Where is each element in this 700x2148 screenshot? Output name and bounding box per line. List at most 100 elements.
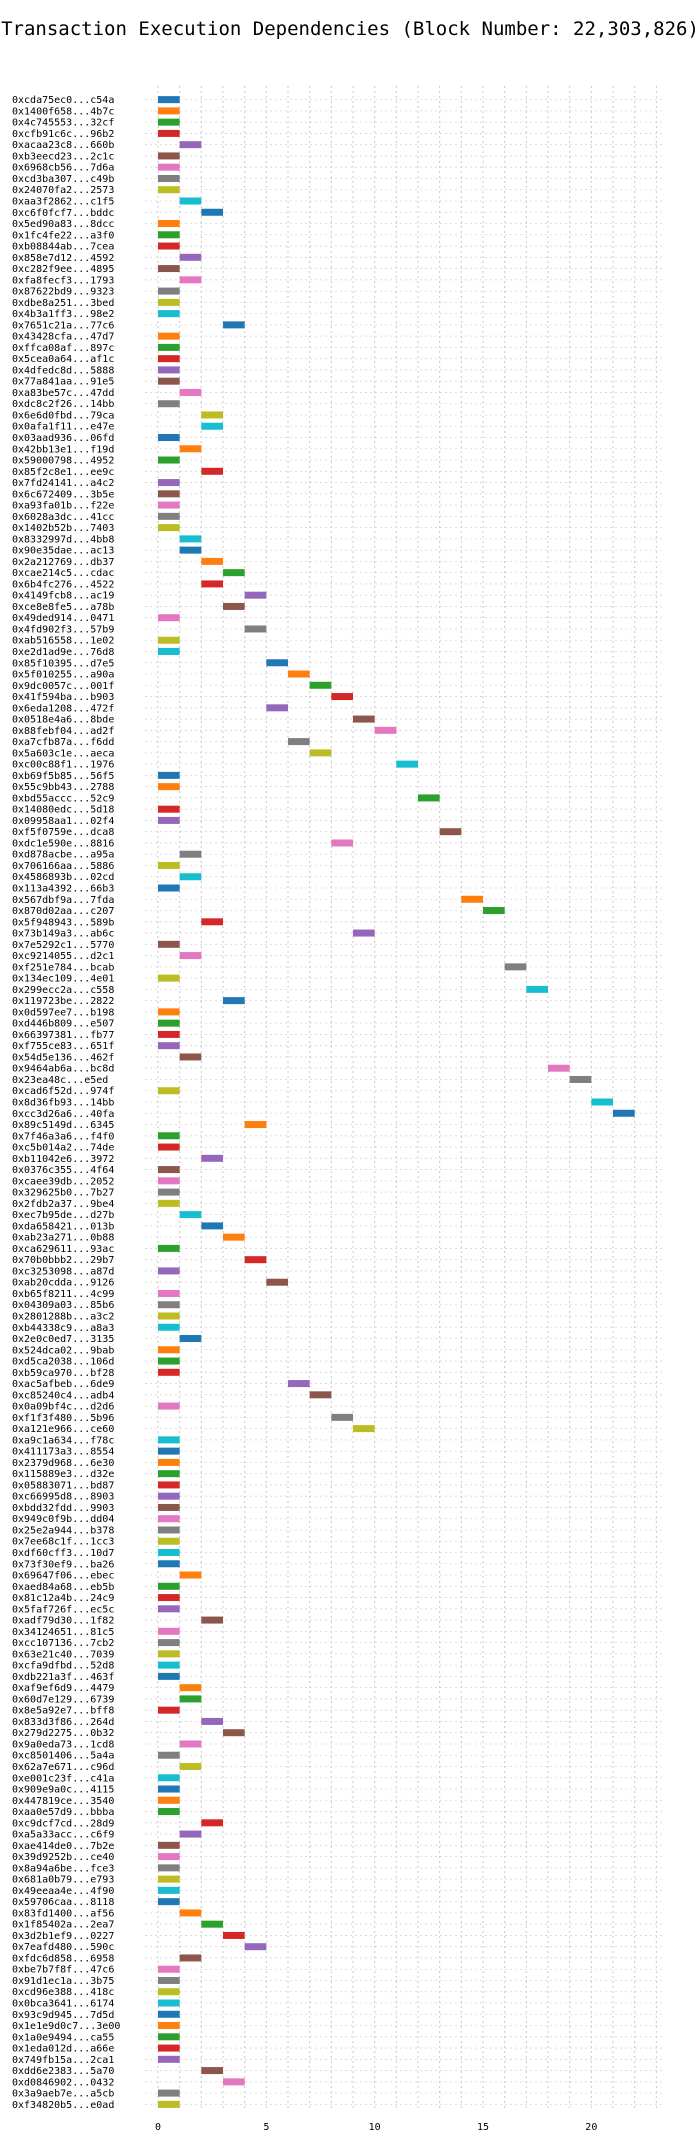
row-label: 0xcc107136...7cb2	[12, 1638, 114, 1649]
row-label: 0xb59ca970...bf28	[12, 1368, 114, 1379]
transaction-bar	[309, 681, 332, 689]
transaction-bar	[158, 1143, 180, 1151]
row-label: 0x9dc0057c...001f	[12, 681, 114, 692]
x-tick-label: 5	[263, 2122, 269, 2133]
row-label: 0xc8501406...5a4a	[12, 1751, 114, 1762]
row-label: 0x8a94a6be...fce3	[12, 1863, 114, 1874]
row-label: 0x2379d968...6e30	[12, 1458, 114, 1469]
transaction-bar	[158, 2022, 180, 2030]
transaction-bar	[179, 1740, 202, 1748]
transaction-bar	[158, 163, 180, 171]
row-label: 0xdf60cff3...10d7	[12, 1548, 114, 1559]
transaction-bar	[158, 310, 180, 318]
transaction-bar	[201, 580, 223, 588]
transaction-bar	[288, 1380, 310, 1388]
transaction-bar	[613, 1109, 635, 1117]
row-label: 0xab23a271...0b88	[12, 1233, 114, 1244]
transaction-bar	[158, 974, 180, 982]
transaction-bar	[158, 400, 180, 408]
transaction-bar	[201, 208, 223, 216]
row-label: 0xadf79d30...1f82	[12, 1616, 114, 1627]
transaction-bar	[223, 1233, 245, 1241]
transaction-bar	[158, 1492, 180, 1500]
row-label: 0xfdc6d858...6958	[12, 1953, 114, 1964]
row-label: 0x85f10395...d7e5	[12, 658, 114, 669]
row-label: 0x39d9252b...ce40	[12, 1852, 114, 1863]
row-label: 0x5f010255...a90a	[12, 670, 114, 681]
transaction-bar	[179, 276, 202, 284]
row-label: 0xaed84a68...eb5b	[12, 1582, 114, 1593]
row-label: 0xb3eecd23...2c1c	[12, 151, 114, 162]
row-label: 0x7ee68c1f...1cc3	[12, 1537, 114, 1548]
transaction-bar	[201, 411, 223, 419]
row-label: 0xcae214c5...cdac	[12, 568, 114, 579]
row-label: 0xc9dcf7cd...28d9	[12, 1818, 114, 1829]
row-label: 0xd0846902...0432	[12, 2077, 114, 2088]
row-label: 0xc6f0fcf7...bddc	[12, 208, 114, 219]
transaction-bar	[201, 1717, 223, 1725]
transaction-bar	[223, 569, 245, 577]
row-label: 0x279d2275...0b32	[12, 1728, 114, 1739]
row-label: 0x0afa1f11...e47e	[12, 422, 114, 433]
transaction-bar	[158, 1346, 180, 1354]
transaction-bar	[158, 1323, 180, 1331]
transaction-bar	[158, 1976, 180, 1984]
transaction-bar	[331, 693, 353, 701]
row-label: 0x5a603c1e...aeca	[12, 748, 114, 759]
row-label: 0x7f46a3a6...f4f0	[12, 1131, 114, 1142]
row-label: 0x3d2b1ef9...0227	[12, 1931, 114, 1942]
transaction-bar	[158, 805, 180, 813]
row-label: 0x3a9aeb7e...a5cb	[12, 2089, 114, 2100]
transaction-bar	[158, 614, 180, 622]
transaction-bar	[158, 1808, 180, 1816]
transaction-bar	[158, 1199, 180, 1207]
row-label: 0xd446b809...e507	[12, 1019, 114, 1030]
transaction-bar	[158, 1875, 180, 1883]
row-label: 0x299ecc2a...c558	[12, 985, 114, 996]
transaction-bar	[158, 1436, 180, 1444]
row-label: 0x34124651...81c5	[12, 1627, 114, 1638]
transaction-bar	[179, 1335, 202, 1343]
row-label: 0x8332997d...4bb8	[12, 534, 114, 545]
transaction-bar	[179, 1571, 202, 1579]
transaction-bar	[158, 366, 180, 374]
transaction-bar	[158, 1661, 180, 1669]
row-label: 0xda658421...013b	[12, 1221, 114, 1232]
row-label: 0xab20cdda...9126	[12, 1278, 114, 1289]
row-label: 0x1402b52b...7403	[12, 523, 114, 534]
transaction-bar	[158, 1503, 180, 1511]
transaction-bar	[158, 1087, 180, 1095]
transaction-bar	[158, 1605, 180, 1613]
transaction-bar	[158, 220, 180, 228]
transaction-bar	[179, 1695, 202, 1703]
transaction-bar	[591, 1098, 613, 1106]
transaction-bar	[158, 2055, 180, 2063]
row-label: 0xcda75ec0...c54a	[12, 95, 114, 106]
row-label: 0x119723be...2822	[12, 996, 114, 1007]
row-label: 0x93c9d945...7d5d	[12, 2010, 114, 2021]
row-label: 0xca629611...93ac	[12, 1244, 114, 1255]
row-label: 0x81c12a4b...24c9	[12, 1593, 114, 1604]
row-label: 0x87622bd9...9323	[12, 287, 114, 298]
transaction-bar	[548, 1064, 570, 1072]
transaction-bar	[158, 2044, 180, 2052]
x-tick-label: 20	[585, 2122, 597, 2133]
row-label: 0x6968cb56...7d6a	[12, 163, 114, 174]
transaction-bar	[158, 1706, 180, 1714]
row-label: 0xd5ca2038...106d	[12, 1357, 114, 1368]
row-label: 0x2a212769...db37	[12, 557, 114, 568]
row-label: 0xf755ce83...651f	[12, 1041, 114, 1052]
row-label: 0xc66995d8...8903	[12, 1492, 114, 1503]
row-label: 0x70b0bbb2...29b7	[12, 1255, 114, 1266]
row-label: 0x6eda1208...472f	[12, 703, 114, 714]
row-label: 0x05883071...bd87	[12, 1480, 114, 1491]
transaction-bar	[158, 1312, 180, 1320]
row-label: 0x43428cfa...47d7	[12, 332, 114, 343]
row-label: 0x7e5292c1...5770	[12, 940, 114, 951]
transaction-bar	[158, 940, 180, 948]
transaction-bar	[179, 1909, 202, 1917]
transaction-bar	[158, 377, 180, 385]
row-label: 0xbdd32fdd...9903	[12, 1503, 114, 1514]
transaction-bar	[179, 1211, 202, 1219]
transaction-bar	[158, 174, 180, 182]
